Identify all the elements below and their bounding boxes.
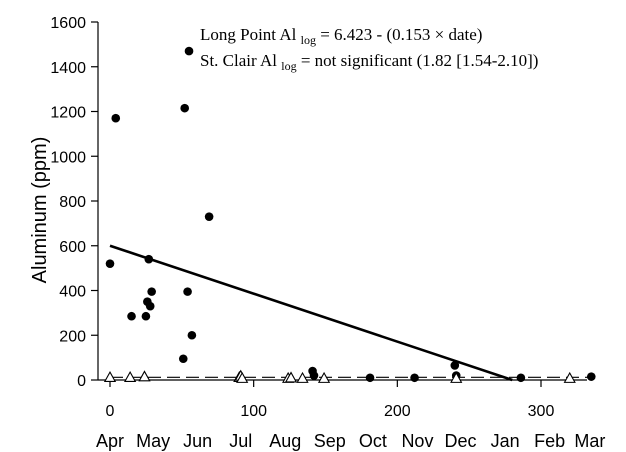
fit-lines (109, 244, 592, 382)
month-label: Aug (269, 431, 301, 451)
y-tick-label: 1400 (50, 60, 86, 77)
filled-circle-point (309, 371, 319, 380)
open-triangle-point (123, 370, 137, 383)
month-label: Jul (229, 431, 252, 451)
y-tick-label: 1200 (50, 105, 86, 122)
filled-circle-point (141, 311, 151, 321)
open-triangle-point (563, 371, 576, 383)
filled-circle-point (127, 311, 136, 321)
month-label: Dec (445, 431, 477, 451)
x-tick-label: 200 (384, 403, 411, 420)
month-label: Jun (183, 431, 212, 451)
filled-circle-point (410, 373, 419, 383)
month-label: Mar (574, 431, 605, 451)
data-points (103, 46, 596, 383)
equation-annotation: St. Clair Al log = not significant (1.82… (200, 51, 538, 73)
y-tick-label: 600 (59, 239, 86, 256)
equation-annotation: Long Point Al log = 6.423 - (0.153 × dat… (200, 25, 482, 47)
y-tick-label: 0 (77, 373, 86, 390)
filled-circle-point (516, 373, 526, 383)
open-triangle-point (103, 370, 117, 383)
y-tick-label: 1000 (50, 149, 86, 166)
y-tick-label: 800 (59, 194, 86, 211)
long-point-fit-line (109, 244, 513, 382)
filled-circle-point (111, 113, 121, 123)
tick-labels: 0 200 400 600 800 1000 1200 1400 1600 0 100 200 300 A… (50, 15, 605, 451)
month-label: Feb (534, 431, 565, 451)
filled-circle-point (180, 103, 190, 113)
filled-circle-point (184, 46, 194, 56)
filled-circle-point (178, 354, 188, 364)
open-triangle-point (138, 370, 151, 382)
filled-circle-point (187, 330, 197, 340)
month-label: Sep (314, 431, 346, 451)
filled-circle-point (144, 254, 154, 264)
open-triangle-point (284, 371, 298, 383)
axis-ticks (91, 21, 542, 387)
x-tick-label: 0 (106, 403, 115, 420)
filled-circle-point (147, 287, 156, 296)
filled-circle-point (105, 259, 115, 268)
month-label: Jan (491, 431, 520, 451)
filled-circle-point (586, 372, 596, 381)
month-label: Nov (401, 431, 433, 451)
open-triangle-point (450, 371, 463, 383)
x-tick-label: 100 (240, 403, 267, 420)
y-tick-label: 400 (59, 284, 86, 301)
open-triangle-point (236, 371, 249, 383)
filled-circle-point (145, 301, 155, 311)
month-label: Oct (359, 431, 387, 451)
open-triangle-point (317, 371, 331, 383)
month-label: Apr (96, 431, 124, 451)
month-label: May (136, 431, 170, 451)
filled-circle-point (450, 361, 460, 370)
equation-annotations: Long Point Al log = 6.423 - (0.153 × dat… (200, 25, 538, 73)
open-triangle-point (296, 371, 309, 383)
axes (97, 22, 587, 381)
y-tick-label: 200 (59, 328, 86, 345)
filled-circle-point (204, 212, 214, 221)
y-tick-label: 1600 (50, 15, 86, 32)
filled-circle-point (183, 287, 192, 296)
filled-circle-point (365, 373, 375, 383)
x-tick-label: 300 (528, 403, 555, 420)
y-axis-title: Aluminum (ppm) (29, 137, 51, 284)
